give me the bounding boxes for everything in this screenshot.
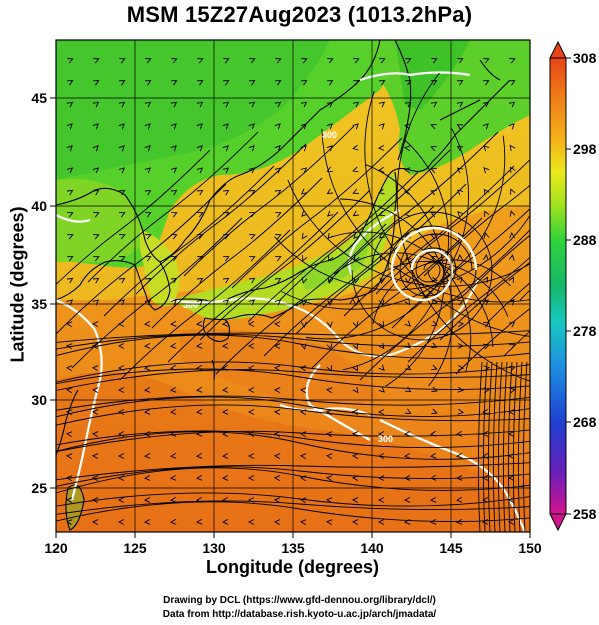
y-axis-label: Latitude (degrees) (7, 206, 28, 363)
lon-tick-label: 125 (123, 540, 147, 556)
contour-label: 300 (183, 300, 198, 310)
lat-tick-label: 35 (31, 296, 47, 312)
lat-tick-label: 25 (31, 480, 47, 496)
chart-title: MSM 15Z27Aug2023 (1013.2hPa) (126, 2, 473, 27)
x-axis-label: Longitude (degrees) (205, 557, 379, 577)
lon-tick-label: 130 (202, 540, 226, 556)
colorbar: 308 298 288 278 268 258 (549, 40, 597, 532)
isotherm-contours (56, 71, 527, 532)
lon-tick-label: 135 (281, 540, 305, 556)
cyclone-isotherm (390, 226, 478, 302)
colorbar-tick-label: 308 (573, 50, 597, 66)
lon-tick-label: 120 (44, 540, 68, 556)
lon-tick-label: 150 (518, 540, 542, 556)
colorbar-max-arrow (549, 40, 567, 59)
colorbar-tick-label: 298 (573, 141, 597, 157)
lat-tick-label: 40 (31, 198, 47, 214)
contour-label: 300 (322, 130, 337, 140)
lat-tick-label: 30 (31, 392, 47, 408)
streamline-arrowheads (66, 58, 516, 526)
lat-tick-labels: 25 30 35 40 45 (31, 90, 47, 496)
colorbar-min-arrow (549, 513, 567, 532)
coastlines (56, 40, 511, 531)
colorbar-tick-label: 258 (573, 506, 597, 522)
streamline-paths (56, 72, 530, 532)
lon-tick-labels: 120 125 130 135 140 145 150 (44, 540, 542, 556)
lat-tick-label: 45 (31, 90, 47, 106)
colorbar-scale (549, 57, 567, 515)
colorbar-tick-label: 278 (573, 323, 597, 339)
colorbar-tick-label: 268 (573, 414, 597, 430)
contour-label: 300 (378, 434, 393, 444)
wind-streamlines-field (56, 58, 530, 532)
credit-line-dcl: Drawing by DCL (https://www.gfd-dennou.o… (163, 595, 436, 606)
contour-labels: 300 300 300 (183, 130, 393, 444)
lon-tick-label: 145 (439, 540, 463, 556)
colorbar-tick-label: 288 (573, 232, 597, 248)
graticule (56, 40, 530, 532)
axis-ticks (50, 97, 531, 538)
lon-tick-label: 140 (360, 540, 384, 556)
credit-line-data: Data from http://database.rish.kyoto-u.a… (162, 609, 437, 620)
